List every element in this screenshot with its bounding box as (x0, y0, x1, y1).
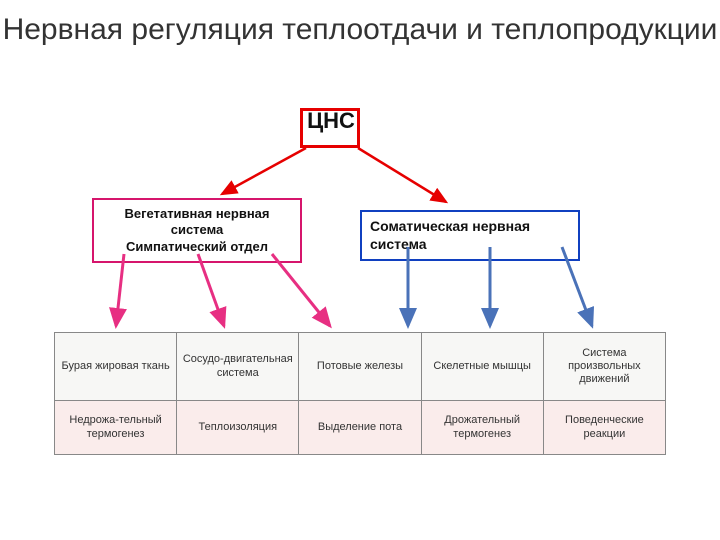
cell-organ-1: Бурая жировая ткань (55, 333, 177, 401)
vegetative-line2: Симпатический отдел (126, 239, 268, 254)
table-row: Бурая жировая ткань Сосудо-двигательная … (55, 333, 666, 401)
arrow-veg-2 (198, 254, 224, 326)
arrow-cns-to-veg (222, 148, 306, 194)
vegetative-line1: Вегетативная нервная система (125, 206, 270, 237)
cell-organ-4: Скелетные мышцы (421, 333, 543, 401)
cell-organ-2: Сосудо-двигательная система (177, 333, 299, 401)
cell-effect-2: Теплоизоляция (177, 401, 299, 455)
effects-table: Бурая жировая ткань Сосудо-двигательная … (54, 332, 666, 455)
cell-effect-1: Недрожа-тельный термогенез (55, 401, 177, 455)
somatic-system-box: Соматическая нервная система (360, 210, 580, 261)
arrow-cns-to-som (358, 148, 446, 202)
cell-effect-5: Поведенческие реакции (543, 401, 665, 455)
arrow-layer (0, 0, 720, 540)
somatic-line1: Соматическая нервная система (370, 218, 530, 252)
arrow-veg-3 (272, 254, 330, 326)
cell-organ-5: Система произвольных движений (543, 333, 665, 401)
page-title: Нервная регуляция теплоотдачи и теплопро… (0, 12, 720, 48)
cell-effect-3: Выделение пота (299, 401, 421, 455)
arrow-veg-1 (116, 254, 124, 326)
cell-organ-3: Потовые железы (299, 333, 421, 401)
cns-label: ЦНС (300, 110, 362, 132)
vegetative-system-box: Вегетативная нервная система Симпатическ… (92, 198, 302, 263)
table-row: Недрожа-тельный термогенез Теплоизоляция… (55, 401, 666, 455)
cell-effect-4: Дрожательный термогенез (421, 401, 543, 455)
